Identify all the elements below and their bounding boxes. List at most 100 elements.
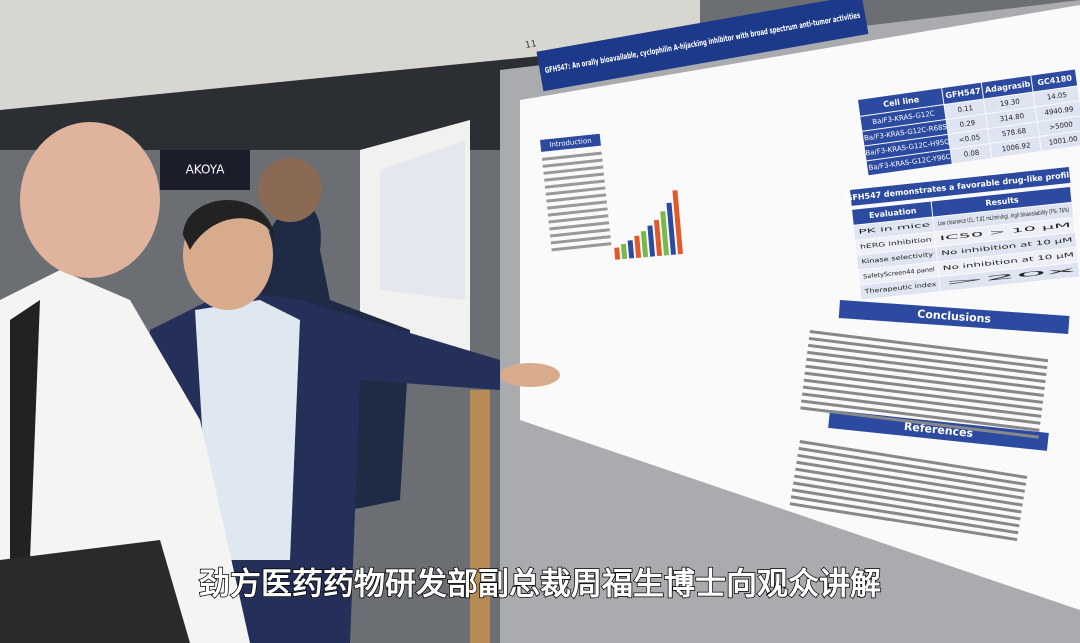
table-cell-text: 0.29 <box>959 119 976 129</box>
table-cell <box>860 105 946 131</box>
table-header-cell <box>852 201 933 225</box>
table-cell <box>934 217 1075 247</box>
table-cell-text: 0.08 <box>963 149 980 159</box>
text-line <box>791 488 1020 528</box>
text-line <box>790 495 1019 535</box>
table-cell <box>988 122 1039 144</box>
text-line <box>807 350 1046 384</box>
table-cell-text: 578.68 <box>1001 127 1026 138</box>
visitor-head <box>20 122 160 278</box>
text-line <box>800 406 1039 439</box>
table-cell <box>1037 116 1080 137</box>
chart-bar <box>653 219 663 257</box>
text-line <box>549 228 610 238</box>
table-cell <box>933 202 1074 232</box>
presenter-shirt <box>195 300 300 560</box>
text-line <box>543 165 604 175</box>
text-line <box>807 343 1047 377</box>
table-cell <box>1039 130 1080 151</box>
table-cell <box>862 119 948 146</box>
bag <box>0 540 190 643</box>
presenter-hair <box>183 200 275 250</box>
text-line <box>548 214 609 224</box>
text-line <box>544 179 605 189</box>
caption: 劲方医药药物研发部副总裁周福生博士向观众讲解 <box>199 567 881 603</box>
poster-number: 11 <box>524 39 537 51</box>
section-header <box>540 133 601 152</box>
table-cell <box>855 232 936 255</box>
text-line <box>798 446 1027 486</box>
visitor <box>0 270 250 643</box>
text-line <box>797 453 1025 493</box>
table-header-cell <box>942 82 984 105</box>
easel-leg <box>470 390 490 643</box>
poster-content: 11GFH547: An orally bioavailable, cyclop… <box>524 0 1080 542</box>
person-back-head <box>258 158 322 222</box>
section-title: Conclusions <box>917 307 992 325</box>
table-cell-text: 14.05 <box>1046 91 1067 102</box>
text-line <box>806 357 1045 391</box>
table-cell <box>858 262 939 285</box>
text-line <box>801 392 1041 425</box>
bag-strap <box>10 300 40 560</box>
text-line <box>804 371 1044 404</box>
text-line <box>801 399 1040 432</box>
section-header <box>838 300 1070 335</box>
text-line <box>546 193 607 203</box>
table-cell <box>938 247 1078 277</box>
chart-bar <box>660 211 670 256</box>
text-line <box>547 207 608 217</box>
text-line <box>551 242 612 252</box>
chart-bar <box>640 230 649 258</box>
table-cell <box>936 232 1077 262</box>
table-cell <box>853 217 934 240</box>
booth-sign: AKOYA <box>186 163 226 177</box>
table-cell-text: 1006.92 <box>1001 141 1031 153</box>
table-cell <box>986 107 1037 129</box>
text-line <box>550 235 611 245</box>
table-cell <box>984 92 1035 114</box>
text-line <box>795 467 1023 507</box>
text-line <box>794 474 1022 514</box>
text-line <box>796 460 1024 500</box>
chart-bar <box>647 225 656 257</box>
table-cell <box>866 149 952 176</box>
text-line <box>792 481 1021 521</box>
table-cell-text: 4940.99 <box>1044 105 1074 117</box>
presenter-hand <box>500 363 560 387</box>
text-line <box>809 330 1049 363</box>
chart-bar <box>614 247 621 260</box>
table-cell-text: <0.05 <box>958 133 980 144</box>
chart-bar <box>634 235 642 258</box>
chart-bar <box>627 240 635 259</box>
poster-section <box>789 440 1028 542</box>
poster-section: References <box>828 410 1049 451</box>
table-cell <box>856 247 937 270</box>
text-line <box>803 378 1043 411</box>
poster-section: GFH547 demonstrates a favorable drug-lik… <box>845 167 1080 300</box>
text-line <box>541 151 602 161</box>
text-line <box>549 221 610 231</box>
table-cell <box>990 137 1041 158</box>
poster-section <box>800 330 1049 439</box>
table-cell-text: 19.30 <box>999 98 1020 109</box>
text-line <box>542 158 603 168</box>
text-line <box>799 440 1028 479</box>
table-cell <box>864 134 950 161</box>
booth-sign-box <box>160 150 250 190</box>
poster-section <box>614 190 683 260</box>
table-cell-text: 314.80 <box>999 112 1024 123</box>
table-cell <box>948 129 990 149</box>
poster-section: Conclusions <box>838 300 1070 335</box>
text-line <box>545 186 606 196</box>
chart-bar <box>620 243 628 260</box>
table-cell <box>950 144 992 164</box>
table-header-cell <box>1031 69 1078 92</box>
poster-section: Introduction <box>540 133 612 252</box>
chart-bar <box>666 202 676 255</box>
table-cell-text: >5000 <box>1049 120 1074 131</box>
table-cell <box>946 114 988 134</box>
table-header: Results <box>985 195 1019 207</box>
banner-bar <box>850 167 1071 206</box>
